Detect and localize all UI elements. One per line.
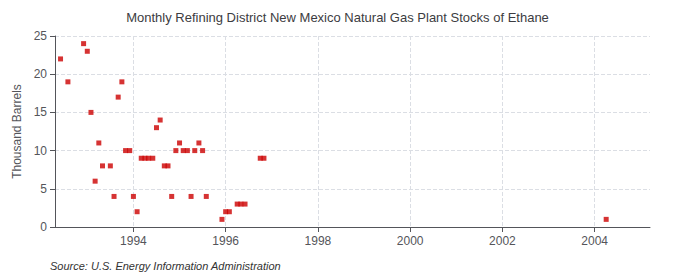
svg-text:2000: 2000 xyxy=(397,234,424,248)
svg-text:1996: 1996 xyxy=(212,234,239,248)
svg-text:Monthly Refining District New: Monthly Refining District New Mexico Nat… xyxy=(126,10,549,25)
svg-text:0: 0 xyxy=(40,220,47,234)
svg-text:25: 25 xyxy=(34,29,48,43)
svg-text:1998: 1998 xyxy=(305,234,332,248)
svg-text:Thousand Barrels: Thousand Barrels xyxy=(10,84,24,179)
svg-text:5: 5 xyxy=(40,182,47,196)
svg-text:20: 20 xyxy=(34,67,48,81)
svg-text:10: 10 xyxy=(34,144,48,158)
svg-text:Source: U.S. Energy Informatio: Source: U.S. Energy Information Administ… xyxy=(50,260,281,272)
svg-text:15: 15 xyxy=(34,105,48,119)
svg-text:2002: 2002 xyxy=(489,234,516,248)
svg-text:1994: 1994 xyxy=(120,234,147,248)
svg-text:2004: 2004 xyxy=(581,234,608,248)
